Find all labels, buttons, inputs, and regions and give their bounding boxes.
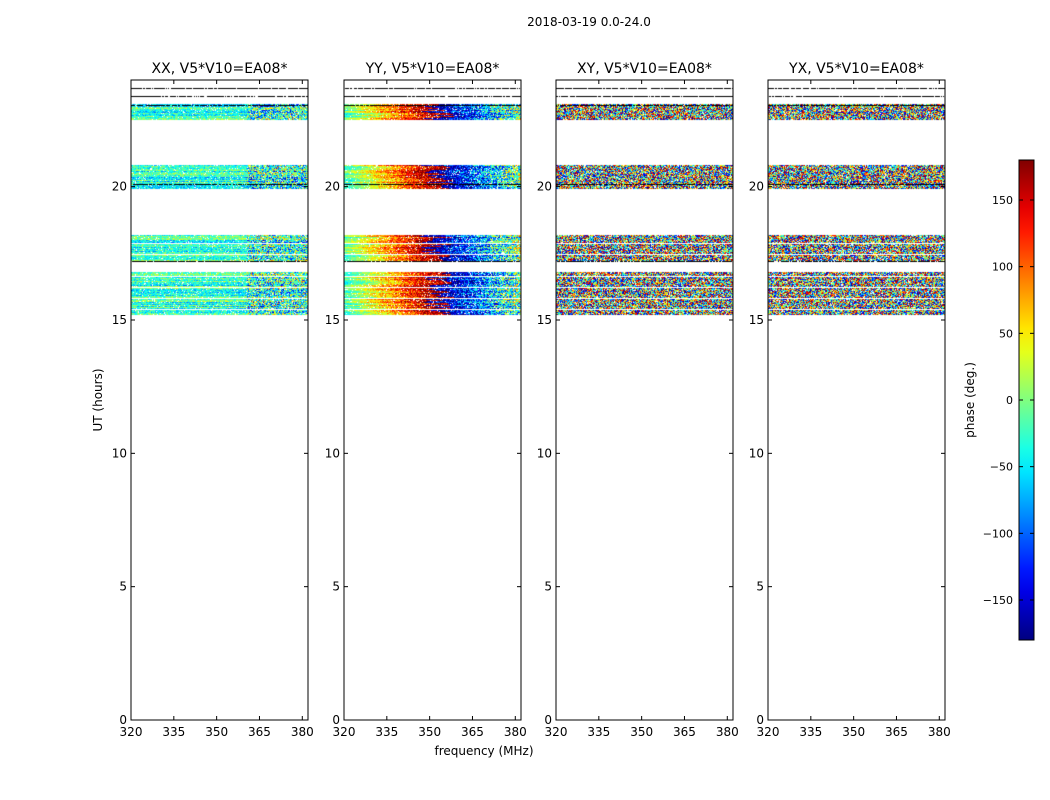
colorbar-tick-label: −100 xyxy=(983,527,1013,540)
x-tick-label: 380 xyxy=(291,725,314,739)
y-tick-label: 15 xyxy=(112,313,127,327)
x-tick-label: 365 xyxy=(248,725,271,739)
y-tick-label: 15 xyxy=(325,313,340,327)
panel-title: YX, V5*V10=EA08* xyxy=(788,61,924,77)
x-tick-label: 320 xyxy=(757,725,780,739)
panel-heatmap xyxy=(344,80,521,720)
y-tick-label: 0 xyxy=(332,713,340,727)
y-tick-label: 5 xyxy=(119,580,127,594)
x-tick-label: 320 xyxy=(545,725,568,739)
y-tick-label: 5 xyxy=(544,580,552,594)
x-tick-label: 335 xyxy=(162,725,185,739)
x-tick-label: 350 xyxy=(630,725,653,739)
x-tick-label: 365 xyxy=(461,725,484,739)
y-tick-label: 10 xyxy=(112,446,127,460)
panel-frame xyxy=(555,79,734,721)
x-tick-label: 365 xyxy=(673,725,696,739)
x-tick-label: 350 xyxy=(842,725,865,739)
figure-suptitle: 2018-03-19 0.0-24.0 xyxy=(527,15,651,29)
x-tick-label: 350 xyxy=(205,725,228,739)
x-tick-label: 320 xyxy=(120,725,143,739)
panel-3: XY, V5*V10=EA08* 320 335 350 365 380 0 5 10 15 20 xyxy=(537,61,739,739)
colorbar: 150 100 50 0 −50 −100 −150 phase (deg.) xyxy=(963,159,1035,641)
panel-1: XX, V5*V10=EA08* 320 335 350 365 380 0 5 10 15 20 xyxy=(112,61,314,739)
colorbar-tick-label: 50 xyxy=(999,327,1013,340)
x-tick-label: 380 xyxy=(716,725,739,739)
x-tick-label: 335 xyxy=(375,725,398,739)
x-tick-label: 380 xyxy=(928,725,951,739)
y-tick-label: 5 xyxy=(756,580,764,594)
x-tick-label: 335 xyxy=(587,725,610,739)
y-tick-label: 20 xyxy=(112,180,127,194)
colorbar-tick-label: 100 xyxy=(992,261,1013,274)
y-tick-label: 0 xyxy=(756,713,764,727)
panel-frame xyxy=(767,79,946,721)
colorbar-tick-label: 150 xyxy=(992,194,1013,207)
colorbar-tick-label: −50 xyxy=(990,461,1013,474)
y-tick-label: 10 xyxy=(325,446,340,460)
panel-title: YY, V5*V10=EA08* xyxy=(365,61,500,77)
y-tick-label: 20 xyxy=(537,180,552,194)
y-axis-label: UT (hours) xyxy=(91,368,105,431)
colorbar-tick-label: 0 xyxy=(1006,394,1013,407)
x-tick-label: 320 xyxy=(333,725,356,739)
panel-heatmap xyxy=(131,80,308,720)
panels-group: XX, V5*V10=EA08*320 335 350 365 38005101520Y… xyxy=(112,61,951,739)
y-tick-label: 5 xyxy=(332,580,340,594)
panel-2: YY, V5*V10=EA08* 320 335 350 365 380 0 5 10 15 20 xyxy=(325,61,527,739)
y-tick-label: 15 xyxy=(749,313,764,327)
panel-heatmap xyxy=(768,80,945,720)
y-tick-label: 10 xyxy=(537,446,552,460)
x-tick-label: 335 xyxy=(799,725,822,739)
x-tick-label: 365 xyxy=(885,725,908,739)
panel-title: XY, V5*V10=EA08* xyxy=(577,61,712,77)
y-tick-label: 20 xyxy=(325,180,340,194)
y-tick-label: 10 xyxy=(749,446,764,460)
panel-title: XX, V5*V10=EA08* xyxy=(152,61,288,77)
panel-4: YX, V5*V10=EA08* 320 335 350 365 380 0 5 10 15 20 xyxy=(749,61,951,739)
y-tick-label: 20 xyxy=(749,180,764,194)
y-tick-label: 15 xyxy=(537,313,552,327)
x-tick-label: 380 xyxy=(504,725,527,739)
x-tick-label: 350 xyxy=(418,725,441,739)
colorbar-tick-label: −150 xyxy=(983,594,1013,607)
y-tick-label: 0 xyxy=(544,713,552,727)
panel-heatmap xyxy=(556,80,733,720)
panel-frame xyxy=(343,79,522,721)
y-tick-label: 0 xyxy=(119,713,127,727)
colorbar-label: phase (deg.) xyxy=(963,362,977,438)
panel-frame xyxy=(130,79,309,721)
x-axis-label: frequency (MHz) xyxy=(434,744,533,758)
